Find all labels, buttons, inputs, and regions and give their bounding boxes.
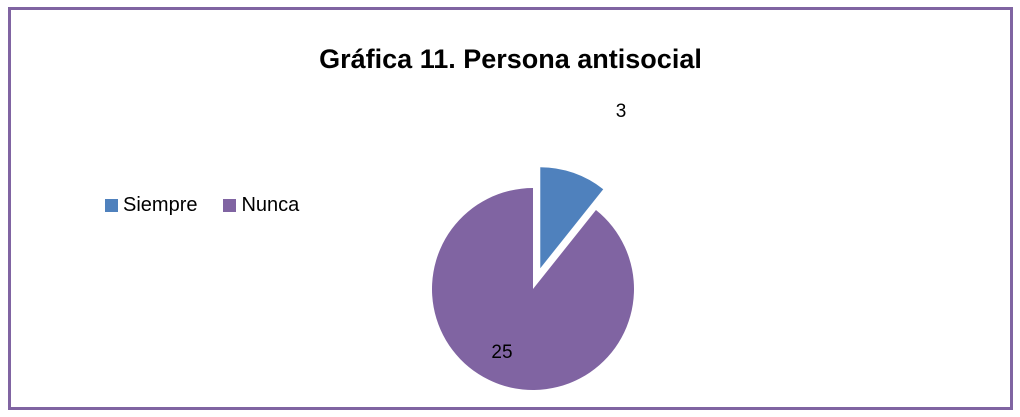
legend-label-nunca: Nunca — [241, 194, 300, 216]
pie-slice-siempre — [540, 167, 604, 269]
legend-swatch-siempre — [105, 199, 118, 212]
data-label-nunca: 25 — [491, 342, 512, 363]
chart-title: Gráfica 11. Persona antisocial — [319, 44, 702, 74]
legend-item-nunca: Nunca — [223, 194, 299, 217]
data-label-siempre: 3 — [616, 101, 627, 122]
chart-legend: Siempre Nunca — [105, 194, 325, 217]
legend-item-siempre: Siempre — [105, 194, 197, 217]
legend-label-siempre: Siempre — [123, 194, 198, 216]
pie-slice-nunca — [431, 188, 634, 390]
legend-swatch-nunca — [223, 199, 237, 212]
